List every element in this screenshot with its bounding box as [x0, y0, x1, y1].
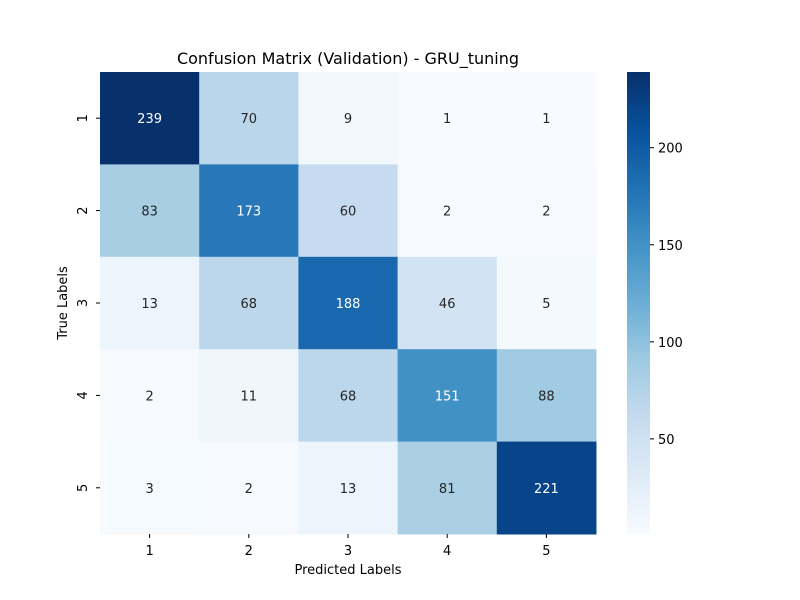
- cell-value-label: 88: [538, 389, 555, 404]
- cell-value-label: 151: [435, 389, 460, 404]
- heatmap-cell: [100, 72, 200, 165]
- heatmap-cell: [199, 164, 299, 258]
- cell-value-label: 3: [145, 482, 153, 497]
- cell-value-label: 1: [542, 112, 550, 127]
- colorbar-ticks: 50 100 150 200: [650, 142, 683, 448]
- heatmap-cell: [100, 256, 200, 350]
- x-axis-label: Predicted Labels: [294, 563, 401, 578]
- colorbar-tick-label: 100: [658, 336, 683, 351]
- heatmap-cell: [298, 72, 399, 165]
- cell-value-label: 2: [542, 205, 550, 220]
- cell-value-label: 173: [236, 205, 261, 220]
- cell-value-label: 2: [245, 482, 253, 497]
- heatmap-cell: [496, 349, 597, 443]
- cell-value-label: 1: [443, 112, 451, 127]
- heatmap-cell: [199, 72, 299, 165]
- cell-value-label: 13: [340, 482, 357, 497]
- y-axis: 1 2 3 4 5: [76, 114, 100, 492]
- y-tick-label: 4: [76, 391, 91, 399]
- heatmap-cell: [199, 349, 299, 443]
- cell-value-label: 83: [141, 205, 158, 220]
- colorbar: [627, 72, 650, 534]
- heatmap-cell: [100, 164, 200, 258]
- heatmap-cell: [496, 72, 597, 165]
- y-tick-label: 2: [76, 206, 91, 214]
- x-tick-label: 2: [245, 544, 253, 559]
- colorbar-tick-label: 50: [658, 433, 675, 448]
- heatmap-cell: [298, 256, 399, 350]
- y-tick-label: 5: [76, 484, 91, 492]
- y-axis-label: True Labels: [56, 266, 71, 341]
- cell-value-label: 13: [141, 297, 158, 312]
- cell-value-label: 5: [542, 297, 550, 312]
- heatmap-cell: [298, 164, 399, 258]
- heatmap-cell: [496, 441, 597, 535]
- cell-value-label: 68: [340, 389, 357, 404]
- cell-value-label: 81: [439, 482, 456, 497]
- heatmap-cell: [397, 164, 498, 258]
- cell-value-label: 9: [344, 112, 352, 127]
- heatmap-cell: [298, 349, 399, 443]
- x-tick-label: 3: [344, 544, 352, 559]
- cell-value-label: 46: [439, 297, 456, 312]
- heatmap-cell: [496, 256, 597, 350]
- cell-value-label: 221: [534, 482, 559, 497]
- y-tick-label: 1: [76, 114, 91, 122]
- cell-value-label: 2: [145, 389, 153, 404]
- heatmap-cell: [397, 349, 498, 443]
- heatmap-cell: [397, 256, 498, 350]
- colorbar-tick-label: 150: [658, 239, 683, 254]
- heatmap-cell: [100, 349, 200, 443]
- x-tick-label: 1: [145, 544, 153, 559]
- cell-value-label: 188: [336, 297, 361, 312]
- x-tick-label: 4: [443, 544, 451, 559]
- heatmap-cell: [199, 441, 299, 535]
- heatmap-cell: [199, 256, 299, 350]
- cell-value-label: 2: [443, 205, 451, 220]
- heatmap-cell: [397, 72, 498, 165]
- cell-value-label: 70: [241, 112, 258, 127]
- heatmap-cell: [100, 441, 200, 535]
- heatmap-cells: 239 70 9 1 183 173 60 2 213 68 188 46 52 11 68 151 883 2 1…: [100, 72, 597, 535]
- cell-value-label: 239: [137, 112, 162, 127]
- heatmap-cell: [298, 441, 399, 535]
- chart-title: Confusion Matrix (Validation) - GRU_tuni…: [177, 49, 519, 69]
- y-tick-label: 3: [76, 299, 91, 307]
- cell-value-label: 68: [241, 297, 258, 312]
- x-tick-label: 5: [542, 544, 550, 559]
- colorbar-tick-label: 200: [658, 142, 683, 157]
- heatmap-cell: [496, 164, 597, 258]
- cell-value-label: 11: [241, 389, 258, 404]
- heatmap-cell: [397, 441, 498, 535]
- x-axis: 1 2 3 4 5: [145, 534, 551, 559]
- cell-value-label: 60: [340, 205, 357, 220]
